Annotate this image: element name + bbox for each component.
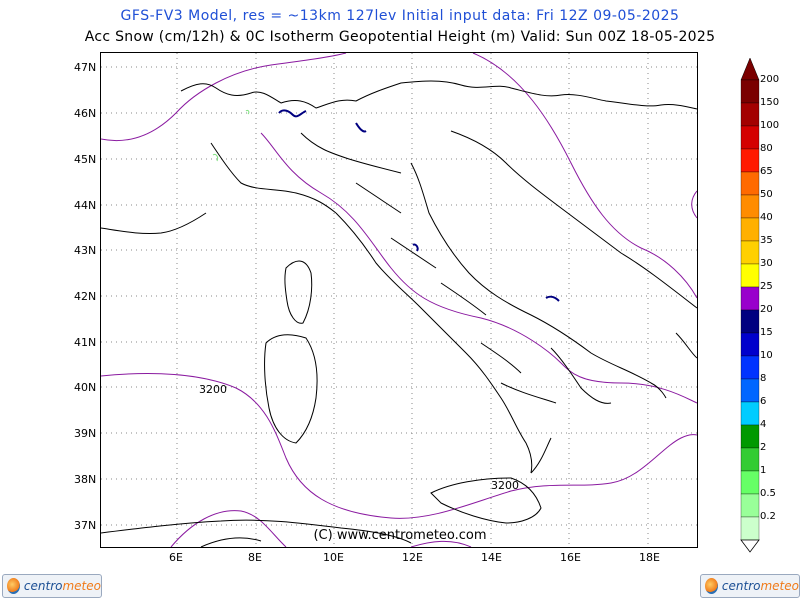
snow-outlines	[278, 109, 560, 302]
field-title: Acc Snow (cm/12h) & 0C Isotherm Geopoten…	[84, 29, 716, 45]
centrometeo-mark-icon	[7, 578, 20, 594]
contour-label-south: 3200	[491, 479, 519, 492]
legend-level-label: 25	[760, 281, 773, 292]
lon-label-10e: 10E	[323, 551, 344, 564]
logo-left-b: meteo	[62, 579, 101, 593]
centrometeo-logo-right[interactable]: centrometeo	[700, 574, 800, 598]
copyright-text: (C) www.centrometeo.com	[313, 528, 487, 543]
legend-swatch	[740, 194, 760, 219]
legend-level-label: 1	[760, 465, 767, 476]
legend-swatch	[740, 286, 760, 311]
legend-level-label: 15	[760, 327, 773, 338]
legend-level-label: 4	[760, 419, 767, 430]
legend-level-label: 65	[760, 166, 773, 177]
lat-label-40: 40N	[74, 381, 97, 394]
lat-label-42: 42N	[74, 290, 97, 303]
legend-swatch	[740, 447, 760, 472]
legend-swatch	[740, 171, 760, 196]
lat-label-44: 44N	[74, 199, 97, 212]
legend-level-label: 20	[760, 304, 773, 315]
legend-level-label: 0.2	[760, 511, 776, 522]
light-snow-outlines	[212, 109, 250, 162]
lon-label-6e: 6E	[169, 551, 183, 564]
lat-label-38: 38N	[74, 473, 97, 486]
legend-level-label: 80	[760, 143, 773, 154]
legend-swatch	[740, 217, 760, 242]
legend-level-label: 8	[760, 373, 767, 384]
map-panel: 3200 3200	[100, 52, 698, 548]
lat-label-43: 43N	[74, 244, 97, 257]
logo-text-right: centrometeo	[722, 579, 799, 593]
legend-swatch	[740, 378, 760, 403]
model-title: GFS-FV3 Model, res = ~13km 127lev Initia…	[120, 8, 680, 24]
legend-swatch	[740, 263, 760, 288]
legend-swatch	[740, 240, 760, 265]
legend-level-label: 6	[760, 396, 767, 407]
lat-label-39: 39N	[74, 427, 97, 440]
legend-colorbar	[740, 57, 760, 553]
lon-label-14e: 14E	[481, 551, 502, 564]
legend-swatch	[740, 355, 760, 380]
lat-label-37: 37N	[74, 519, 97, 532]
legend-level-label: 150	[760, 97, 780, 108]
legend-level-label: 50	[760, 189, 773, 200]
legend-arrow-top	[740, 57, 760, 81]
contour-label-left: 3200	[199, 383, 227, 396]
coastlines	[101, 80, 697, 547]
legend-level-label: 35	[760, 235, 773, 246]
lat-label-45: 45N	[74, 153, 97, 166]
logo-left-a: centro	[23, 579, 63, 593]
legend-swatch	[740, 424, 760, 449]
legend-swatch	[740, 309, 760, 334]
legend-swatch	[740, 401, 760, 426]
legend-level-label: 200	[760, 74, 780, 85]
logo-right-a: centro	[721, 579, 761, 593]
lon-label-8e: 8E	[248, 551, 262, 564]
legend-swatch	[740, 332, 760, 357]
lat-label-46: 46N	[74, 107, 97, 120]
lon-label-12e: 12E	[402, 551, 423, 564]
centrometeo-logo-left[interactable]: centrometeo	[2, 574, 102, 598]
legend-swatch	[740, 470, 760, 495]
legend-swatch	[740, 102, 760, 127]
logo-text-left: centrometeo	[24, 579, 101, 593]
legend-level-label: 0.5	[760, 488, 776, 499]
graticule	[101, 53, 697, 547]
legend-level-label: 100	[760, 120, 780, 131]
legend-level-label: 10	[760, 350, 773, 361]
legend-level-label: 30	[760, 258, 773, 269]
legend-level-label: 40	[760, 212, 773, 223]
legend-level-label: 2	[760, 442, 767, 453]
legend-swatch	[740, 79, 760, 104]
legend-swatch	[740, 516, 760, 541]
legend-swatch	[740, 125, 760, 150]
logo-right-b: meteo	[760, 579, 799, 593]
lat-label-47: 47N	[74, 61, 97, 74]
legend-swatch	[740, 493, 760, 518]
map-canvas: 3200 3200	[101, 53, 697, 547]
centrometeo-mark-icon	[705, 578, 718, 594]
lat-label-41: 41N	[74, 336, 97, 349]
lon-label-18e: 18E	[639, 551, 660, 564]
legend-swatch	[740, 148, 760, 173]
lon-label-16e: 16E	[560, 551, 581, 564]
isotherm-contours	[101, 53, 697, 547]
legend-arrow-bottom	[740, 539, 760, 553]
